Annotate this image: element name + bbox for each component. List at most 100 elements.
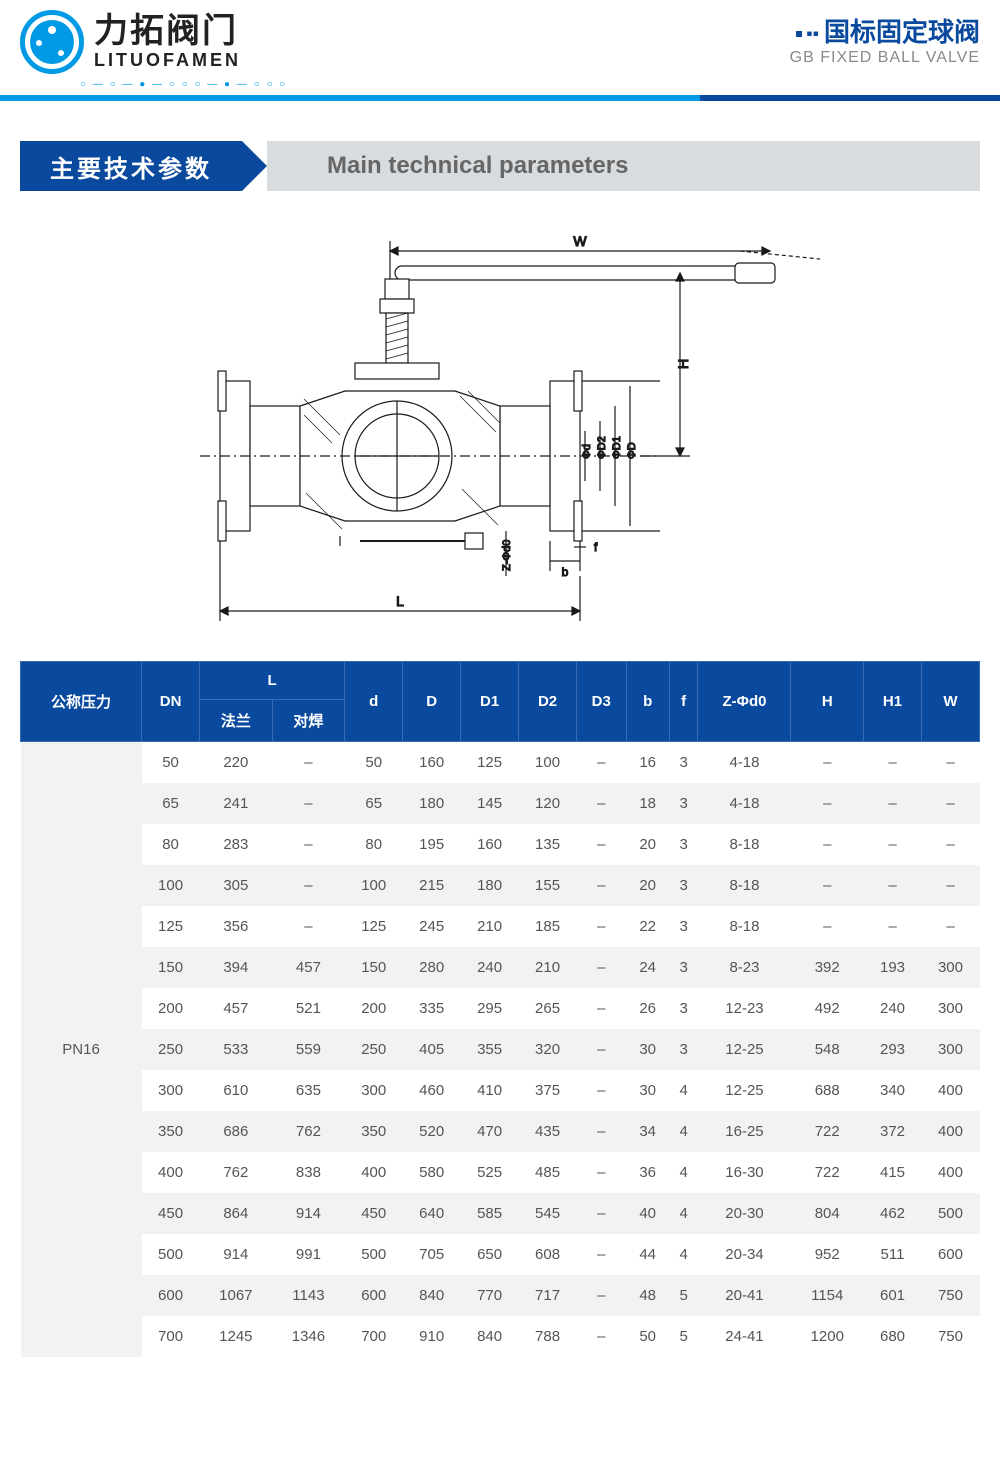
table-cell: 3 [669, 824, 698, 865]
logo-text-cn: 力拓阀门 [94, 13, 241, 50]
col-pressure: 公称压力 [21, 662, 142, 742]
table-cell: 185 [519, 906, 577, 947]
table-cell: 3 [669, 783, 698, 824]
table-cell: 240 [461, 947, 519, 988]
table-cell: 20 [626, 865, 669, 906]
table-cell: – [272, 783, 345, 824]
table-cell: 3 [669, 742, 698, 784]
table-cell: 952 [791, 1234, 864, 1275]
table-cell: 200 [345, 988, 403, 1029]
table-cell: 521 [272, 988, 345, 1029]
table-cell: 804 [791, 1193, 864, 1234]
table-cell: 610 [200, 1070, 273, 1111]
table-cell: 460 [403, 1070, 461, 1111]
table-cell: 585 [461, 1193, 519, 1234]
table-cell: 580 [403, 1152, 461, 1193]
table-cell: 559 [272, 1029, 345, 1070]
table-cell: – [791, 824, 864, 865]
table-cell: 160 [403, 742, 461, 784]
table-cell: 300 [921, 947, 979, 988]
page-header: 力拓阀门 LITUOFAMEN ▪▪ 国标固定球阀 GB FIXED BALL … [0, 0, 1000, 79]
col-f: f [669, 662, 698, 742]
table-cell: 392 [791, 947, 864, 988]
col-L-weld: 对焊 [272, 700, 345, 742]
table-cell: 44 [626, 1234, 669, 1275]
table-cell: – [864, 742, 922, 784]
table-cell: 8-18 [698, 824, 791, 865]
table-cell: 40 [626, 1193, 669, 1234]
table-cell: 30 [626, 1070, 669, 1111]
svg-text:f: f [594, 540, 598, 554]
table-cell: 910 [403, 1316, 461, 1357]
table-cell: 50 [142, 742, 200, 784]
table-cell: – [577, 906, 626, 947]
table-cell: 245 [403, 906, 461, 947]
svg-text:Z-Φd0: Z-Φd0 [501, 540, 513, 571]
table-cell: 50 [345, 742, 403, 784]
table-cell: 722 [791, 1111, 864, 1152]
table-cell: – [577, 988, 626, 1029]
table-cell: 457 [200, 988, 273, 1029]
table-cell: 50 [626, 1316, 669, 1357]
table-cell: 135 [519, 824, 577, 865]
table-cell: 150 [345, 947, 403, 988]
table-cell: – [577, 1234, 626, 1275]
table-cell: – [921, 742, 979, 784]
table-cell: 180 [461, 865, 519, 906]
table-cell: – [791, 906, 864, 947]
table-cell: 220 [200, 742, 273, 784]
table-cell: 4 [669, 1193, 698, 1234]
col-d: d [345, 662, 403, 742]
table-cell: 215 [403, 865, 461, 906]
svg-text:L: L [396, 593, 404, 609]
table-cell: 280 [403, 947, 461, 988]
table-cell: 20-41 [698, 1275, 791, 1316]
table-cell: 500 [921, 1193, 979, 1234]
table-cell: 120 [519, 783, 577, 824]
table-cell: 34 [626, 1111, 669, 1152]
table-cell: 65 [345, 783, 403, 824]
table-cell: 4 [669, 1111, 698, 1152]
table-cell: 350 [142, 1111, 200, 1152]
table-cell: – [272, 824, 345, 865]
table-cell: – [577, 1193, 626, 1234]
col-b: b [626, 662, 669, 742]
col-D3: D3 [577, 662, 626, 742]
table-cell: – [577, 1070, 626, 1111]
table-cell: 770 [461, 1275, 519, 1316]
table-cell: – [577, 1316, 626, 1357]
table-cell: – [791, 742, 864, 784]
table-cell: 12-25 [698, 1070, 791, 1111]
table-cell: 180 [403, 783, 461, 824]
table-cell: 210 [519, 947, 577, 988]
section-title-cn: 主要技术参数 [20, 141, 242, 191]
table-cell: 410 [461, 1070, 519, 1111]
table-cell: 3 [669, 988, 698, 1029]
table-cell: 340 [864, 1070, 922, 1111]
table-row: 450864914450640585545–40420-30804462500 [21, 1193, 980, 1234]
table-cell: 355 [461, 1029, 519, 1070]
col-DN: DN [142, 662, 200, 742]
table-cell: 750 [921, 1275, 979, 1316]
table-cell: 400 [345, 1152, 403, 1193]
table-cell: 4 [669, 1152, 698, 1193]
logo-text-en: LITUOFAMEN [94, 51, 241, 71]
table-cell: – [272, 865, 345, 906]
table-cell: 3 [669, 947, 698, 988]
table-cell: – [921, 865, 979, 906]
table-cell: 470 [461, 1111, 519, 1152]
col-Zd0: Z-Φd0 [698, 662, 791, 742]
table-cell: 193 [864, 947, 922, 988]
table-row: 100305–100215180155–2038-18––– [21, 865, 980, 906]
table-cell: 241 [200, 783, 273, 824]
parameters-table: 公称压力 DN L d D D1 D2 D3 b f Z-Φd0 H H1 W … [0, 661, 1000, 1377]
table-cell: 717 [519, 1275, 577, 1316]
table-cell: 1245 [200, 1316, 273, 1357]
table-cell: 1067 [200, 1275, 273, 1316]
table-row: 60010671143600840770717–48520-4111546017… [21, 1275, 980, 1316]
table-cell: 18 [626, 783, 669, 824]
table-cell: 300 [921, 1029, 979, 1070]
table-cell: 840 [403, 1275, 461, 1316]
table-cell: 30 [626, 1029, 669, 1070]
table-cell: 533 [200, 1029, 273, 1070]
